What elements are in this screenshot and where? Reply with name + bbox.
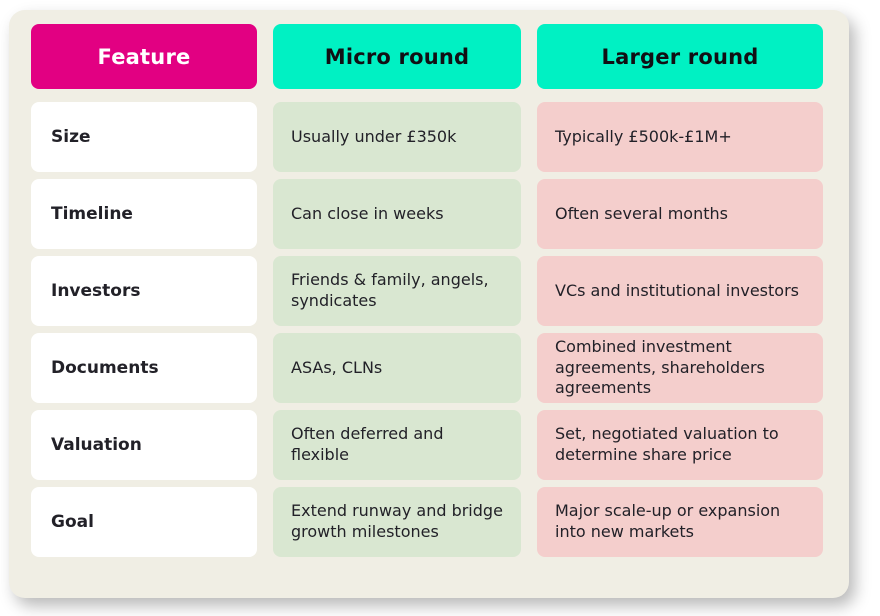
feature-cell: Documents [31, 333, 257, 403]
micro-round-column-header: Micro round [273, 24, 521, 89]
larger-round-cell: VCs and institutional investors [537, 256, 823, 326]
feature-cell: Investors [31, 256, 257, 326]
comparison-card: Feature Micro round Larger round Size Us… [9, 10, 849, 598]
micro-round-cell: Friends & family, angels, syndicates [273, 256, 521, 326]
table-row-valuation: Valuation Often deferred and flexible Se… [31, 410, 849, 480]
larger-round-cell: Combined investment agreements, sharehol… [537, 333, 823, 403]
larger-round-cell: Set, negotiated valuation to determine s… [537, 410, 823, 480]
larger-round-cell: Typically £500k-£1M+ [537, 102, 823, 172]
feature-cell: Valuation [31, 410, 257, 480]
micro-round-cell: Extend runway and bridge growth mileston… [273, 487, 521, 557]
micro-round-cell: ASAs, CLNs [273, 333, 521, 403]
feature-cell: Timeline [31, 179, 257, 249]
micro-round-cell: Can close in weeks [273, 179, 521, 249]
micro-round-cell: Often deferred and flexible [273, 410, 521, 480]
table-row-timeline: Timeline Can close in weeks Often severa… [31, 179, 849, 249]
table-row-investors: Investors Friends & family, angels, synd… [31, 256, 849, 326]
feature-cell: Size [31, 102, 257, 172]
table-row-documents: Documents ASAs, CLNs Combined investment… [31, 333, 849, 403]
table-row-size: Size Usually under £350k Typically £500k… [31, 102, 849, 172]
larger-round-cell: Major scale-up or expansion into new mar… [537, 487, 823, 557]
feature-cell: Goal [31, 487, 257, 557]
larger-round-column-header: Larger round [537, 24, 823, 89]
table-header-row: Feature Micro round Larger round [31, 24, 849, 89]
comparison-table-body: Size Usually under £350k Typically £500k… [31, 102, 849, 557]
larger-round-cell: Often several months [537, 179, 823, 249]
table-row-goal: Goal Extend runway and bridge growth mil… [31, 487, 849, 557]
feature-column-header: Feature [31, 24, 257, 89]
micro-round-cell: Usually under £350k [273, 102, 521, 172]
